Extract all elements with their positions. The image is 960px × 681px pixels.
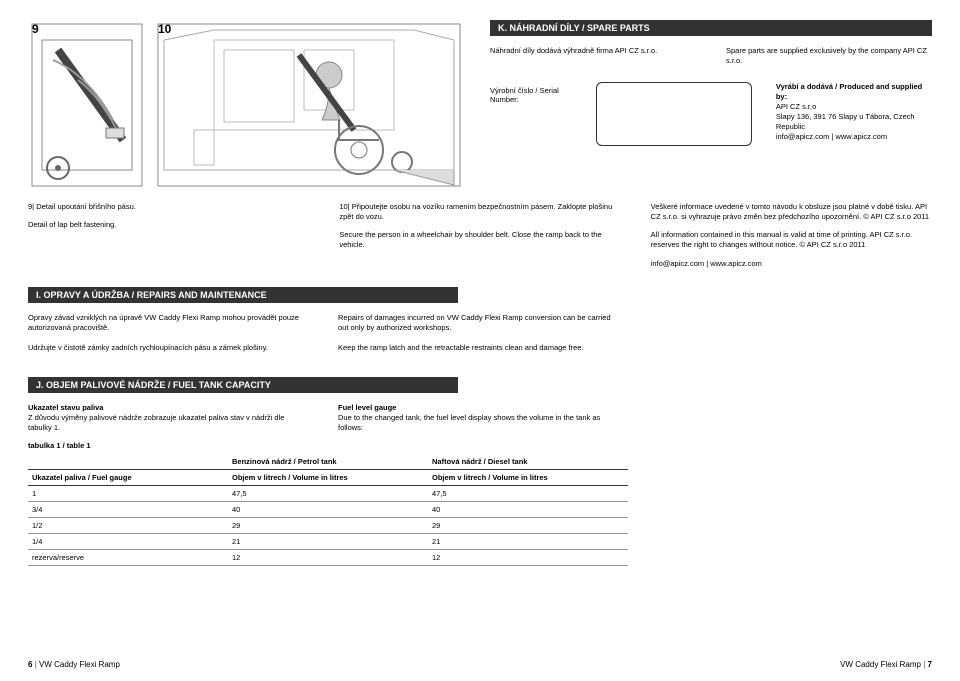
maint-cz-2: Udržujte v čistotě zámky zadních rychlou… <box>28 343 308 353</box>
table-header-1: Benzinová nádrž / Petrol tank Naftová ná… <box>28 454 628 470</box>
contact-line: info@apicz.com | www.apicz.com <box>651 259 932 269</box>
spare-parts-cz: Náhradní díly dodává výhradně firma API … <box>490 46 696 66</box>
table-cell: 21 <box>228 534 428 550</box>
table-cell: 29 <box>228 518 428 534</box>
figure-10: 10 <box>154 20 464 190</box>
table-row: 147,547,5 <box>28 486 628 502</box>
section-j-bar: J. OBJEM PALIVOVÉ NÁDRŽE / FUEL TANK CAP… <box>28 377 458 393</box>
th-petrol: Benzinová nádrž / Petrol tank <box>228 454 428 470</box>
maint-cz-1: Opravy závad vzniklých na úpravě VW Cadd… <box>28 313 308 333</box>
table-cell: 29 <box>428 518 628 534</box>
serial-row: Výrobní číslo / Serial Number: Vyrábí a … <box>490 82 932 146</box>
footer-right: VW Caddy Flexi Ramp | 7 <box>840 660 932 669</box>
lap-belt-icon <box>28 20 146 190</box>
table-cell: 12 <box>428 550 628 566</box>
table-label: tabulka 1 / table 1 <box>28 441 932 450</box>
spare-parts-en: Spare parts are supplied exclusively by … <box>726 46 932 66</box>
table-cell: 47,5 <box>428 486 628 502</box>
table-row: 1/42121 <box>28 534 628 550</box>
maint-en-1: Repairs of damages incurred on VW Caddy … <box>338 313 618 333</box>
caption-9-cz: 9| Detail upoutání břišního pásu. <box>28 202 309 212</box>
th-empty <box>28 454 228 470</box>
th-vol-petrol: Objem v litrech / Volume in litres <box>228 470 428 486</box>
gauge-en-body: Due to the changed tank, the fuel level … <box>338 413 618 433</box>
caption-9-en: Detail of lap belt fastening. <box>28 220 309 230</box>
top-row: 9 10 <box>28 20 932 190</box>
table-cell: 3/4 <box>28 502 228 518</box>
th-diesel: Naftová nádrž / Diesel tank <box>428 454 628 470</box>
maint-en: Repairs of damages incurred on VW Caddy … <box>338 313 618 363</box>
table-cell: 40 <box>228 502 428 518</box>
figure-10-number: 10 <box>158 22 171 36</box>
mid-col-3: Veškeré informace uvedené v tomto návodu… <box>651 202 932 277</box>
gauge-cz: Ukazatel stavu paliva Z důvodu výměny pa… <box>28 403 308 433</box>
gauge-en-title: Fuel level gauge <box>338 403 618 413</box>
mid-col-1: 9| Detail upoutání břišního pásu. Detail… <box>28 202 309 277</box>
section-k-bar: K. NÁHRADNÍ DÍLY / SPARE PARTS <box>490 20 932 36</box>
caption-10-cz: 10| Připoutejte osobu na vozíku ramením … <box>339 202 620 222</box>
figure-9: 9 <box>28 20 146 190</box>
wheelchair-ramp-icon <box>154 20 464 190</box>
serial-number-box <box>596 82 752 146</box>
page-right-num: 7 <box>928 660 932 669</box>
table-cell: 1 <box>28 486 228 502</box>
maint-cz: Opravy závad vzniklých na úpravě VW Cadd… <box>28 313 308 363</box>
footer: 6 | VW Caddy Flexi Ramp VW Caddy Flexi R… <box>28 660 932 669</box>
producer-l2: API CZ s.r.o <box>776 102 932 112</box>
th-vol-diesel: Objem v litrech / Volume in litres <box>428 470 628 486</box>
maint-en-2: Keep the ramp latch and the retractable … <box>338 343 618 353</box>
producer-l1: Vyrábí a dodává / Produced and supplied … <box>776 82 932 102</box>
table-row: rezerva/reserve1212 <box>28 550 628 566</box>
serial-label: Výrobní číslo / Serial Number: <box>490 82 582 104</box>
mid-col-2: 10| Připoutejte osobu na vozíku ramením … <box>339 202 620 277</box>
figure-9-number: 9 <box>32 22 39 36</box>
right-top: K. NÁHRADNÍ DÍLY / SPARE PARTS Náhradní … <box>490 20 932 190</box>
caption-10-en: Secure the person in a wheelchair by sho… <box>339 230 620 250</box>
gauge-cz-title: Ukazatel stavu paliva <box>28 403 308 413</box>
producer-l3: Slapy 136, 391 76 Slapy u Tábora, Czech … <box>776 112 932 132</box>
table-row: 3/44040 <box>28 502 628 518</box>
page-right-text: VW Caddy Flexi Ramp <box>840 660 921 669</box>
table-cell: 1/2 <box>28 518 228 534</box>
page-left-num: 6 <box>28 660 32 669</box>
validity-en: All information contained in this manual… <box>651 230 932 250</box>
section-i-bar: I. OPRAVY A ÚDRŽBA / REPAIRS AND MAINTEN… <box>28 287 458 303</box>
maintenance-row: Opravy závad vzniklých na úpravě VW Cadd… <box>28 313 932 363</box>
validity-cz: Veškeré informace uvedené v tomto návodu… <box>651 202 932 222</box>
spare-parts-text: Náhradní díly dodává výhradně firma API … <box>490 46 932 66</box>
table-cell: rezerva/reserve <box>28 550 228 566</box>
footer-left: 6 | VW Caddy Flexi Ramp <box>28 660 120 669</box>
table-cell: 1/4 <box>28 534 228 550</box>
gauge-cz-body: Z důvodu výměny palivové nádrže zobrazuj… <box>28 413 308 433</box>
fuel-table: Benzinová nádrž / Petrol tank Naftová ná… <box>28 454 628 566</box>
page-left-text: VW Caddy Flexi Ramp <box>39 660 120 669</box>
gauge-row: Ukazatel stavu paliva Z důvodu výměny pa… <box>28 403 932 433</box>
table-header-2: Ukazatel paliva / Fuel gauge Objem v lit… <box>28 470 628 486</box>
table-row: 1/22929 <box>28 518 628 534</box>
th-gauge: Ukazatel paliva / Fuel gauge <box>28 470 228 486</box>
gauge-en: Fuel level gauge Due to the changed tank… <box>338 403 618 433</box>
table-cell: 21 <box>428 534 628 550</box>
table-cell: 12 <box>228 550 428 566</box>
producer-l4: info@apicz.com | www.apicz.com <box>776 132 932 142</box>
producer-info: Vyrábí a dodává / Produced and supplied … <box>776 82 932 143</box>
figures: 9 10 <box>28 20 464 190</box>
table-cell: 47,5 <box>228 486 428 502</box>
table-cell: 40 <box>428 502 628 518</box>
mid-row: 9| Detail upoutání břišního pásu. Detail… <box>28 202 932 277</box>
